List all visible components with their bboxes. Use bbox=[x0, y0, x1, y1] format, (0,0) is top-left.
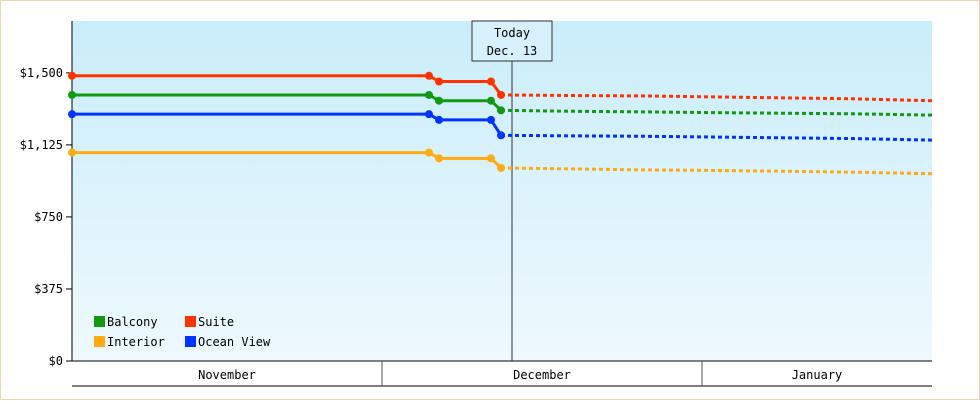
data-point bbox=[425, 90, 433, 99]
y-tick-label: $1,500 bbox=[20, 66, 63, 80]
month-label: January bbox=[792, 368, 843, 382]
legend-swatch bbox=[185, 316, 196, 327]
data-point bbox=[487, 77, 495, 86]
series-interior bbox=[68, 148, 933, 176]
legend-swatch bbox=[185, 336, 196, 347]
data-point bbox=[425, 148, 433, 157]
today-callout bbox=[471, 20, 553, 62]
data-point bbox=[68, 90, 76, 99]
legend-swatch bbox=[94, 336, 105, 347]
data-point bbox=[68, 148, 76, 157]
forecast-line bbox=[500, 133, 933, 142]
data-point bbox=[487, 115, 495, 124]
forecast-line bbox=[500, 93, 933, 103]
series-ocean-view bbox=[68, 110, 933, 142]
today-date-label: Dec. 13 bbox=[487, 44, 538, 58]
forecast-line bbox=[500, 166, 933, 176]
legend-label: Suite bbox=[198, 315, 234, 329]
data-point bbox=[435, 96, 443, 105]
plot-area bbox=[72, 21, 932, 361]
legend-label: Interior bbox=[107, 335, 165, 349]
y-tick-label: $375 bbox=[34, 282, 63, 296]
y-tick-label: $1,125 bbox=[20, 138, 63, 152]
legend-label: Ocean View bbox=[198, 335, 271, 349]
data-point bbox=[68, 71, 76, 80]
data-point bbox=[425, 110, 433, 119]
data-point bbox=[497, 131, 505, 140]
data-point bbox=[487, 96, 495, 105]
legend-label: Balcony bbox=[107, 315, 158, 329]
data-point bbox=[497, 90, 505, 99]
month-label: November bbox=[198, 368, 256, 382]
series-balcony bbox=[68, 90, 933, 117]
month-label: December bbox=[513, 368, 571, 382]
today-label: Today bbox=[494, 26, 530, 40]
data-point bbox=[435, 154, 443, 163]
y-tick-label: $0 bbox=[49, 354, 63, 368]
data-point bbox=[68, 110, 76, 119]
forecast-line bbox=[500, 108, 933, 117]
data-point bbox=[435, 115, 443, 124]
data-point bbox=[487, 154, 495, 163]
legend-swatch bbox=[94, 316, 105, 327]
data-point bbox=[435, 77, 443, 86]
y-tick-label: $750 bbox=[34, 210, 63, 224]
data-point bbox=[497, 163, 505, 172]
series-suite bbox=[68, 71, 933, 103]
data-point bbox=[425, 71, 433, 80]
data-point bbox=[497, 106, 505, 115]
